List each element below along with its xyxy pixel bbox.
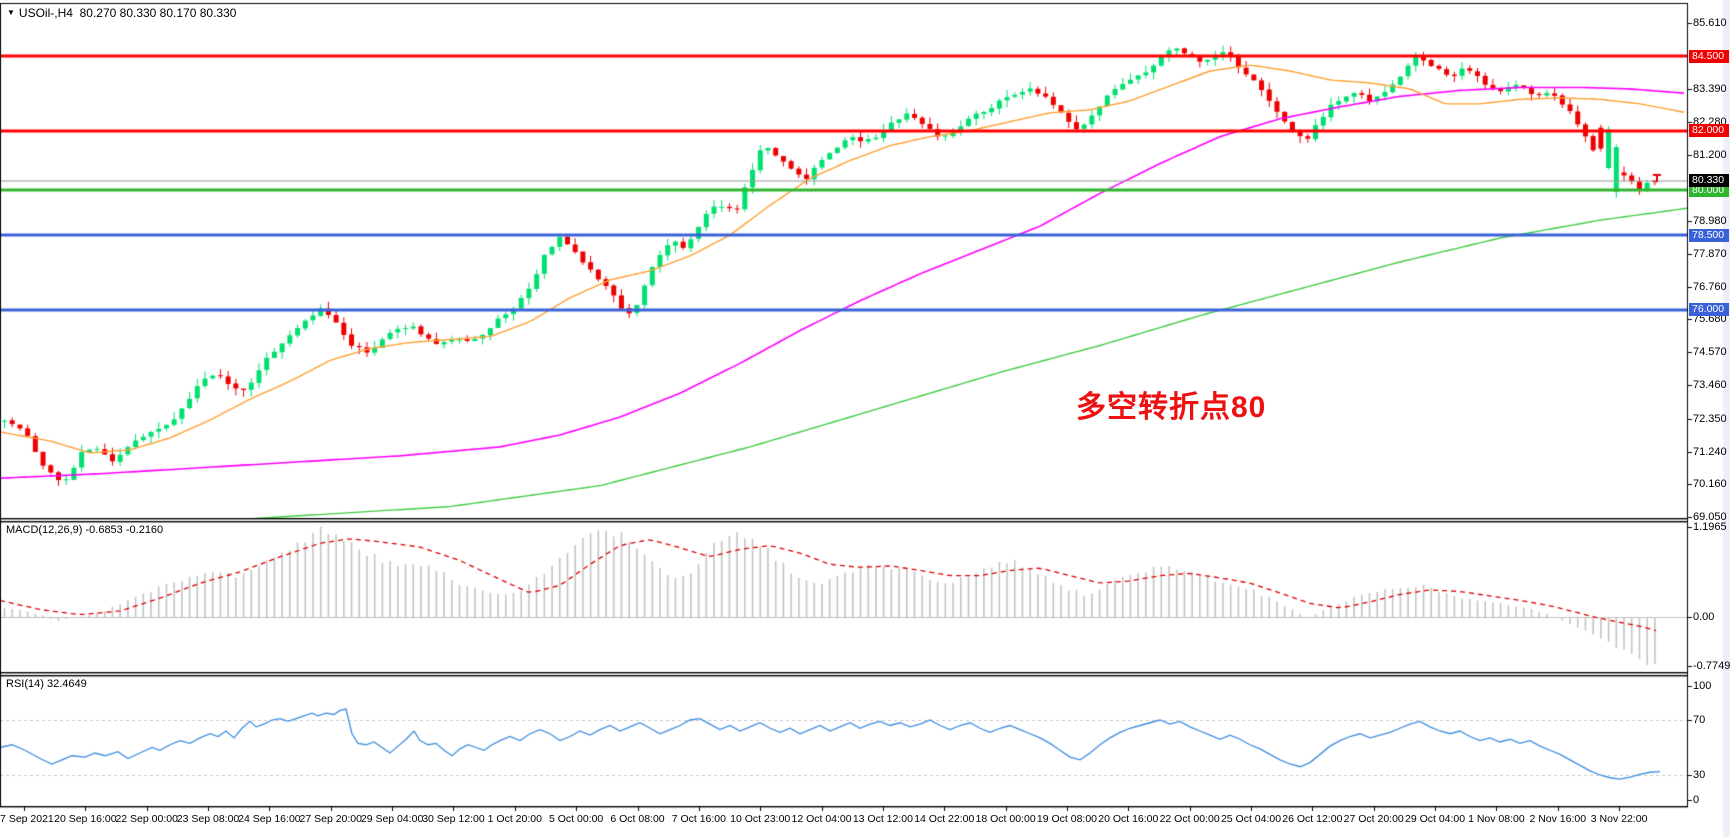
date-axis-label: 30 Sep 12:00: [422, 813, 485, 825]
symbol-period-label: USOil-,H4: [18, 6, 73, 20]
date-axis-label: 10 Oct 23:00: [730, 813, 791, 825]
price-axis-tick-label: 73.460: [1693, 379, 1727, 392]
rsi-axis-label: 0: [1693, 794, 1700, 806]
date-axis-label: 29 Sep 04:00: [360, 813, 424, 825]
date-axis-label: 7 Oct 16:00: [671, 813, 726, 825]
date-axis-label: 14 Oct 22:00: [914, 813, 975, 825]
price-axis-tick-label: 83.390: [1693, 83, 1727, 96]
date-axis-label: 22 Sep 00:00: [115, 813, 178, 825]
date-axis-label: 12 Oct 04:00: [791, 813, 852, 825]
price-axis-tick-label: 77.870: [1693, 247, 1727, 260]
price-axis-tick-label: 75.680: [1693, 313, 1727, 326]
date-axis-label: 2 Nov 16:00: [1529, 813, 1587, 825]
date-axis-label: 24 Sep 16:00: [238, 813, 301, 825]
date-axis-label: 25 Oct 04:00: [1220, 813, 1282, 825]
date-axis-label: 27 Sep 20:00: [299, 813, 362, 825]
macd-axis-label: 1.1965: [1693, 521, 1727, 533]
price-axis-tick-label: 69.050: [1693, 511, 1727, 523]
price-level-tag: 80.330: [1689, 174, 1729, 187]
date-axis-label: 5 Oct 00:00: [548, 813, 604, 825]
date-axis-label: 26 Oct 12:00: [1282, 813, 1343, 825]
price-axis-tick-label: 72.350: [1693, 412, 1727, 425]
annotation-text: 多空转折点80: [1076, 391, 1267, 424]
date-axis-label: 20 Oct 16:00: [1098, 813, 1159, 825]
date-axis-label: 3 Nov 22:00: [1590, 813, 1648, 825]
price-axis-tick-label: 81.200: [1693, 148, 1727, 161]
macd-indicator-label: MACD(12,26,9) -0.6853 -0.2160: [6, 524, 163, 536]
date-axis-label: 22 Oct 00:00: [1159, 813, 1220, 825]
macd-axis-label: 0.00: [1693, 611, 1715, 623]
macd-signal-value: -0.2160: [125, 524, 164, 536]
price-level-tag: 78.500: [1689, 228, 1729, 242]
date-axis-label: 20 Sep 16:00: [54, 813, 117, 825]
date-axis-label: 27 Oct 20:00: [1343, 813, 1404, 825]
rsi-name: RSI(14): [6, 678, 44, 690]
date-axis-label: 29 Oct 04:00: [1404, 813, 1466, 825]
price-axis-tick-label: 70.160: [1693, 477, 1727, 490]
price-axis-tick-label: 78.980: [1693, 214, 1727, 227]
price-axis-tick-label: 76.760: [1693, 281, 1727, 293]
macd-name: MACD(12,26,9): [6, 524, 83, 536]
date-axis-label: 1 Nov 08:00: [1468, 813, 1525, 825]
rsi-axis-label: 100: [1693, 680, 1712, 692]
date-axis-label: 6 Oct 08:00: [610, 813, 665, 825]
price-level-tag: 76.000: [1689, 303, 1729, 317]
rsi-value: 32.4649: [46, 678, 87, 690]
date-axis-label: 23 Sep 08:00: [176, 813, 240, 825]
ohlc-values: 80.270 80.330 80.170 80.330: [79, 6, 237, 20]
price-axis-tick-label: 74.570: [1693, 346, 1727, 359]
price-axis-tick-label: 85.610: [1693, 17, 1727, 29]
date-axis-label: 1 Oct 20:00: [487, 813, 542, 825]
date-axis-label: 13 Oct 12:00: [852, 813, 913, 825]
rsi-axis-label: 70: [1693, 714, 1706, 726]
rsi-axis-label: 30: [1693, 769, 1706, 781]
price-level-tag: 82.000: [1689, 124, 1729, 138]
price-level-tag: 84.500: [1689, 49, 1729, 63]
date-axis-label: 19 Oct 08:00: [1036, 813, 1097, 825]
symbol-dropdown-icon[interactable]: ▼: [7, 8, 15, 17]
price-axis-tick-label: 71.240: [1693, 445, 1727, 458]
macd-axis-label: -0.7749: [1693, 660, 1730, 672]
chart-title: ▼ USOil-,H4 80.270 80.330 80.170 80.330: [7, 6, 236, 20]
date-axis-label: 17 Sep 2021: [0, 813, 54, 825]
rsi-indicator-label: RSI(14) 32.4649: [6, 678, 87, 690]
macd-main-value: -0.6853: [85, 524, 123, 536]
date-axis-label: 18 Oct 00:00: [975, 813, 1036, 825]
